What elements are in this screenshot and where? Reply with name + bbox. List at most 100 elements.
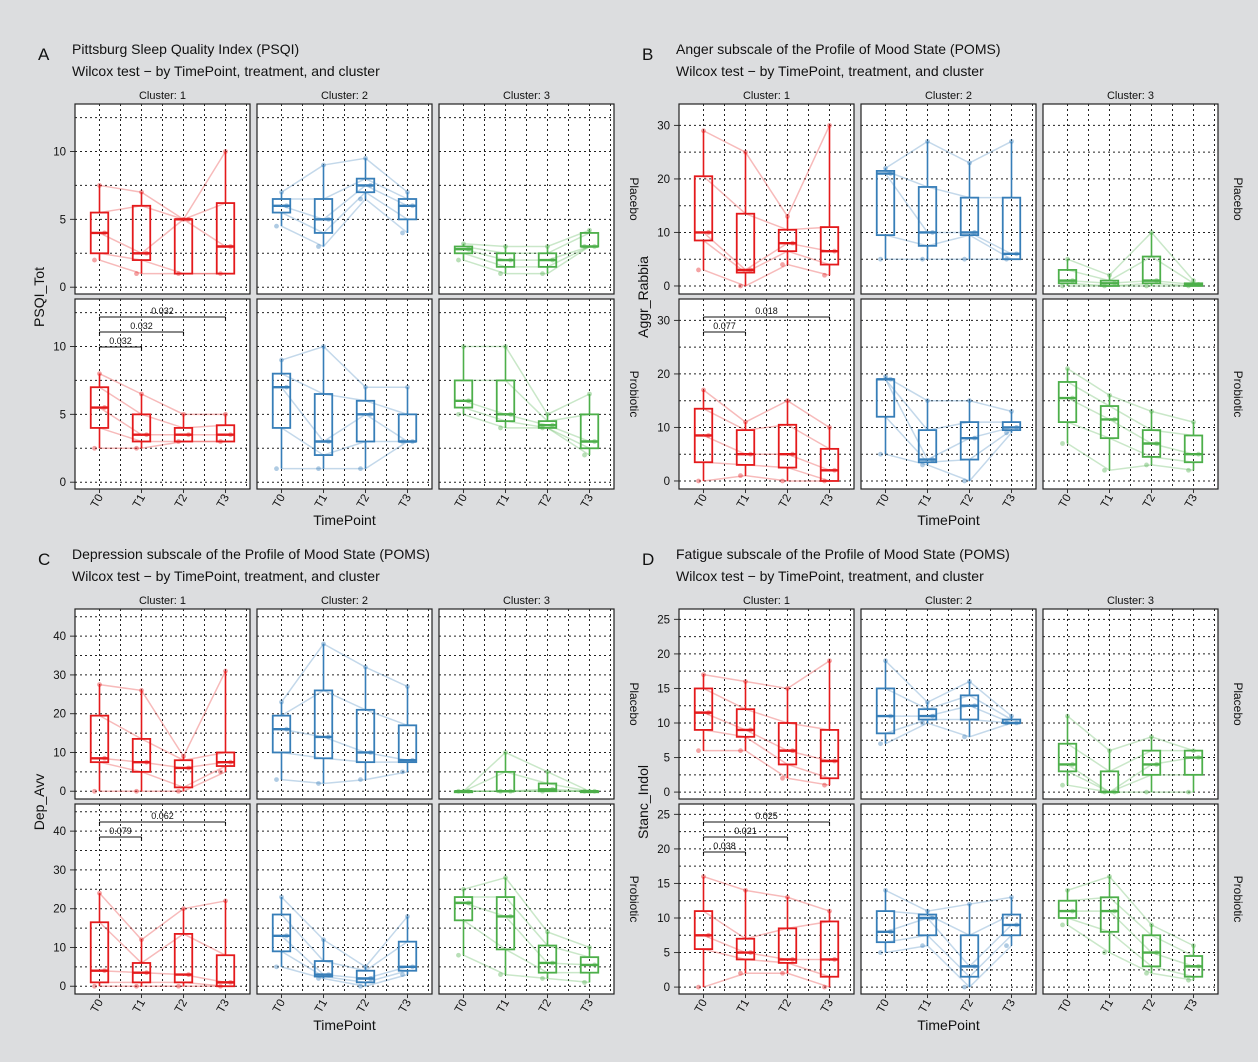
boxplot-T1 <box>1099 275 1120 287</box>
box-iqr <box>89 714 110 764</box>
data-point <box>822 272 827 278</box>
boxplot-T3 <box>1183 945 1204 981</box>
facet-panel <box>256 103 433 295</box>
data-point <box>358 777 363 783</box>
y-axis-label: PSQI_Tot <box>31 267 47 327</box>
subject-trajectory-line <box>703 910 830 940</box>
boxplot-T3 <box>819 660 840 786</box>
data-point <box>134 788 139 794</box>
boxplot-T3 <box>1001 716 1022 725</box>
y-axis-label: Stanc_Indol <box>635 765 651 839</box>
subject-trajectory-line <box>99 757 226 769</box>
panel-border <box>678 803 855 995</box>
boxplot-T1 <box>735 152 756 286</box>
strip-label-cluster: Cluster: 1 <box>743 90 790 102</box>
data-point <box>780 478 785 484</box>
y-tick-label: 0 <box>664 476 670 488</box>
data-point <box>878 950 883 955</box>
chart-D: D Fatigue subscale of the Profile of Mood… <box>635 546 1245 1033</box>
boxplot-T1 <box>131 939 152 987</box>
boxplot-T0 <box>89 373 110 449</box>
boxplot-T2 <box>355 158 376 199</box>
strip-label-cluster: Cluster: 3 <box>1107 90 1154 102</box>
subject-trajectory-line <box>281 689 408 727</box>
subject-trajectory-line <box>703 239 830 274</box>
box-iqr <box>1141 749 1162 776</box>
y-tick-label: 0 <box>60 477 66 489</box>
box-iqr <box>917 708 938 721</box>
strip-label-cluster: Cluster: 2 <box>925 595 972 607</box>
significance-bracket: 0.018 <box>702 306 831 321</box>
data-point <box>738 283 743 289</box>
subject-trajectory-line <box>1067 917 1194 978</box>
subject-trajectory-line <box>1067 770 1194 793</box>
boxplot-T1 <box>131 394 152 449</box>
x-tick-label: T3 <box>397 998 414 1016</box>
data-point <box>1009 894 1014 900</box>
data-point <box>92 788 97 794</box>
significance-bracket: 0.032 <box>98 321 185 336</box>
box-iqr <box>215 751 236 767</box>
boxplot-T3 <box>215 414 236 443</box>
x-tick-label: T0 <box>453 493 470 511</box>
box-iqr <box>397 940 418 972</box>
subject-trajectory-line <box>885 687 1012 721</box>
facet-panel <box>438 608 615 800</box>
box-iqr <box>89 921 110 984</box>
data-point <box>962 256 967 262</box>
subject-trajectory-line <box>463 229 590 248</box>
subject-trajectory-line <box>884 416 1012 464</box>
x-tick-label: T0 <box>875 998 892 1016</box>
subject-trajectory-line <box>885 934 1013 978</box>
boxplot-T3 <box>1001 897 1022 946</box>
data-point <box>498 425 503 431</box>
x-tick-label: T3 <box>1183 493 1200 511</box>
x-tick-label: T3 <box>1001 493 1018 511</box>
y-tick-label: 0 <box>60 981 66 993</box>
y-tick-label: 10 <box>657 227 670 239</box>
x-tick-label: T3 <box>819 998 836 1016</box>
p-value-label: 0.038 <box>713 841 736 851</box>
boxplot-T1 <box>917 911 938 946</box>
subject-trajectory-line <box>463 919 590 974</box>
x-tick-label: T2 <box>173 998 190 1016</box>
y-tick-label: 10 <box>53 342 66 354</box>
subject-trajectory-line <box>281 197 408 248</box>
subject-trajectory-line <box>463 245 590 261</box>
x-tick-label: T2 <box>1141 998 1158 1016</box>
subject-trajectory-line <box>463 400 590 443</box>
y-tick-label: 10 <box>657 422 670 434</box>
p-value-label: 0.079 <box>109 826 132 836</box>
box-iqr <box>735 708 756 738</box>
data-point <box>878 741 883 747</box>
subject-trajectory-line <box>703 474 830 482</box>
data-point <box>358 196 363 202</box>
subject-trajectory-line <box>703 729 830 779</box>
data-point <box>498 271 503 277</box>
p-value-label: 0.032 <box>109 336 132 346</box>
box-iqr <box>1141 255 1162 285</box>
boxplot-T3 <box>1001 141 1022 261</box>
boxplot-T2 <box>1141 924 1162 974</box>
x-tick-label: T2 <box>959 493 976 511</box>
subject-trajectory-line <box>281 345 408 388</box>
boxplot-T3 <box>215 151 236 275</box>
subject-trajectory-line <box>703 934 830 961</box>
facet-panel <box>860 608 1037 800</box>
data-point <box>223 668 228 674</box>
x-tick-label: T2 <box>959 998 976 1016</box>
subject-trajectory-line <box>1067 896 1194 957</box>
p-value-label: 0.018 <box>755 306 778 316</box>
y-tick-label: 30 <box>53 670 66 682</box>
data-point <box>1107 874 1112 879</box>
chart-A: A Pittsburg Sleep Quality Index (PSQI) Wil… <box>31 41 641 528</box>
boxplot-T1 <box>917 400 938 465</box>
x-tick-label: T2 <box>355 998 372 1016</box>
x-tick-label: T0 <box>271 493 288 511</box>
subject-trajectory-line <box>99 440 226 450</box>
panel-border <box>678 103 855 295</box>
boxplot-T2 <box>173 414 194 443</box>
x-axis-label: TimePoint <box>313 512 376 528</box>
box-iqr <box>453 896 474 922</box>
subject-trajectory-line <box>884 660 1012 717</box>
